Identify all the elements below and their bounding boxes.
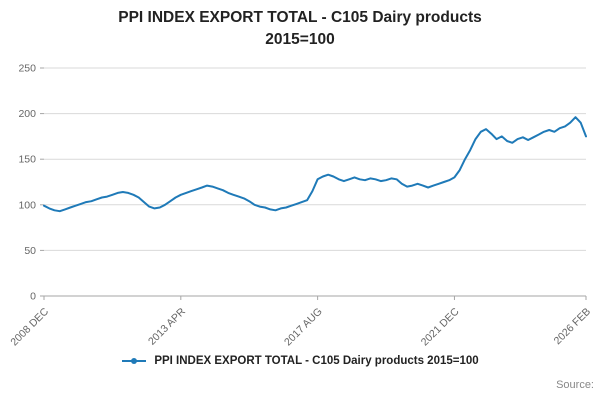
svg-text:2026 FEB: 2026 FEB [552, 306, 594, 348]
source-label: Source: [556, 379, 594, 391]
svg-text:250: 250 [18, 63, 36, 75]
svg-text:150: 150 [18, 154, 36, 166]
chart-title: PPI INDEX EXPORT TOTAL - C105 Dairy prod… [0, 7, 600, 51]
chart-title-line2: 2015=100 [265, 31, 335, 48]
chart-title-line1: PPI INDEX EXPORT TOTAL - C105 Dairy prod… [118, 9, 482, 26]
svg-text:50: 50 [24, 245, 36, 257]
data-line-ppi-series [43, 116, 587, 213]
svg-text:0: 0 [30, 291, 36, 303]
y-gridlines [40, 67, 586, 297]
svg-text:100: 100 [18, 199, 36, 211]
svg-text:2013 APR: 2013 APR [146, 305, 188, 347]
svg-text:2008 DEC: 2008 DEC [8, 305, 51, 348]
legend: PPI INDEX EXPORT TOTAL - C105 Dairy prod… [0, 355, 600, 367]
y-axis-labels: 0 50 100 150 200 250 [18, 63, 36, 303]
legend-line-icon [122, 358, 147, 364]
svg-text:2017 AUG: 2017 AUG [282, 306, 325, 348]
x-axis-labels: 2008 DEC 2013 APR 2017 AUG 2021 DEC 2026 FEB [8, 296, 593, 348]
legend-label: PPI INDEX EXPORT TOTAL - C105 Dairy prod… [154, 355, 479, 367]
svg-text:200: 200 [18, 108, 36, 120]
svg-text:2021 DEC: 2021 DEC [419, 305, 462, 348]
